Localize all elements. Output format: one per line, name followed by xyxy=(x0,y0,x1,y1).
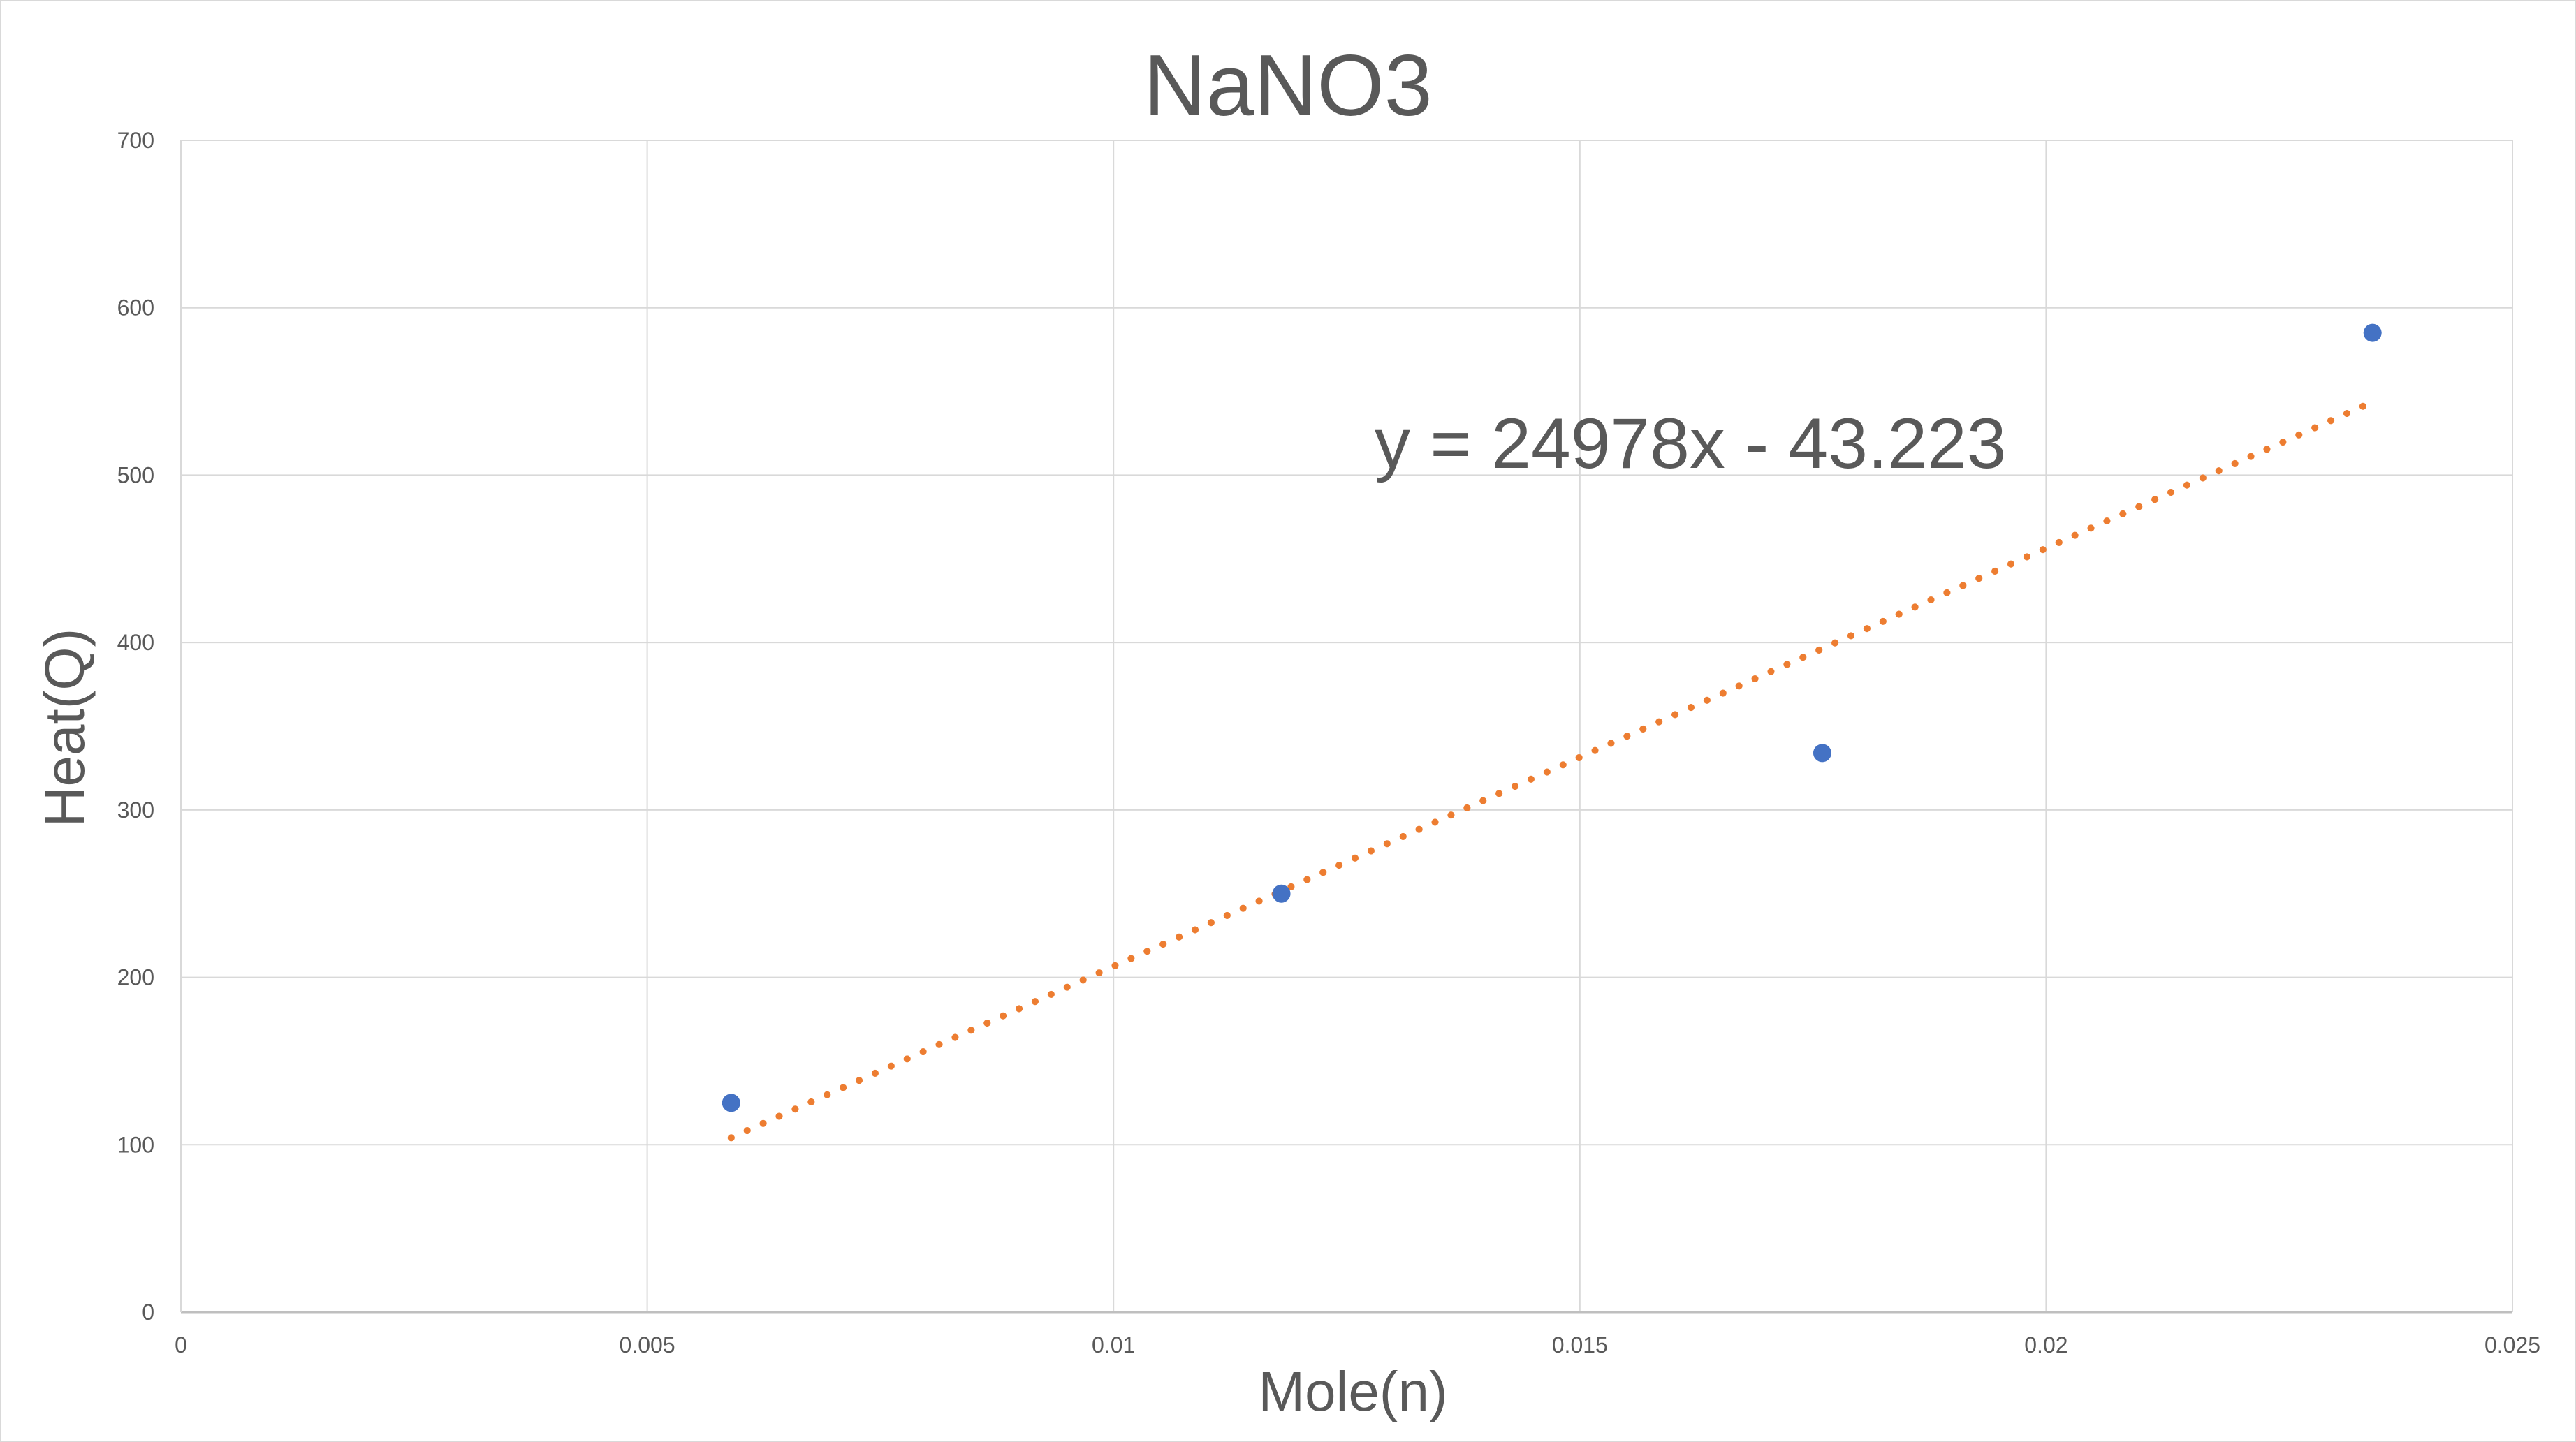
x-tick-label: 0.005 xyxy=(620,1332,675,1358)
y-tick-label: 500 xyxy=(117,462,154,487)
trendline-equation: y = 24978x - 43.223 xyxy=(1375,404,2007,483)
gridlines xyxy=(181,140,2513,1312)
y-tick-label: 600 xyxy=(117,295,154,321)
y-tick-label: 400 xyxy=(117,630,154,655)
x-tick-label: 0.015 xyxy=(1552,1332,1608,1358)
y-tick-label: 300 xyxy=(117,797,154,823)
axes xyxy=(180,140,2512,1314)
x-axis-title: Mole(n) xyxy=(1258,1360,1447,1422)
x-tick-label: 0.025 xyxy=(2484,1332,2540,1358)
tick-labels: 0 100 200 300 400 500 600 700 0 0.005 0.01 0.015 0.0… xyxy=(117,128,2540,1358)
data-point xyxy=(2363,323,2382,342)
data-points xyxy=(722,323,2382,1112)
x-tick-label: 0 xyxy=(175,1332,187,1358)
y-tick-label: 200 xyxy=(117,965,154,990)
y-tick-label: 700 xyxy=(117,128,154,153)
data-point xyxy=(1272,884,1291,903)
x-tick-label: 0.02 xyxy=(2024,1332,2068,1358)
trendline-group xyxy=(727,398,2376,1142)
trendline xyxy=(727,398,2376,1142)
y-tick-label: 100 xyxy=(117,1132,154,1157)
data-point xyxy=(722,1094,740,1112)
data-point xyxy=(1813,744,1831,763)
y-tick-label: 0 xyxy=(142,1300,154,1325)
y-axis-title: Heat(Q) xyxy=(34,628,96,827)
x-tick-label: 0.01 xyxy=(1092,1332,1135,1358)
chart-title: NaNO3 xyxy=(1143,38,1432,134)
